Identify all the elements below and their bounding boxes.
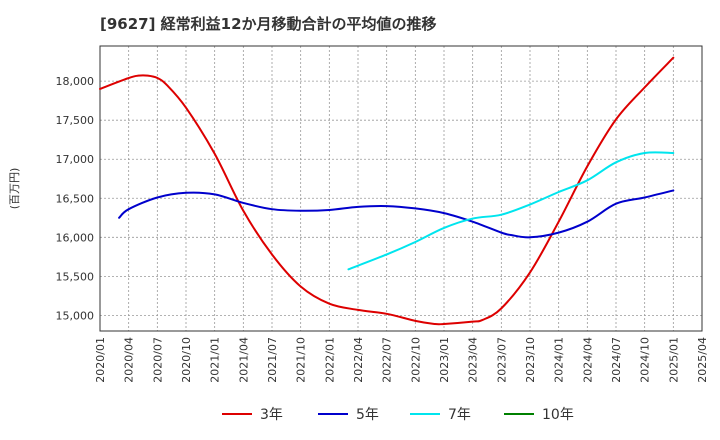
x-tick-label: 2021/04 bbox=[237, 337, 250, 383]
y-tick-label: 18,000 bbox=[56, 75, 95, 88]
y-tick-label: 17,000 bbox=[56, 153, 95, 166]
x-tick-label: 2020/10 bbox=[180, 337, 193, 383]
x-tick-label: 2023/10 bbox=[524, 337, 537, 383]
legend: 3年 5年 7年 10年 bbox=[222, 407, 574, 423]
x-tick-label: 2020/01 bbox=[94, 337, 107, 383]
y-tick-label: 16,500 bbox=[56, 192, 95, 205]
legend-label-3: 7年 bbox=[448, 407, 471, 423]
grid bbox=[100, 46, 702, 331]
x-tick-label: 2023/07 bbox=[495, 337, 508, 383]
series-line-3 bbox=[347, 151, 675, 271]
x-tick-label: 2021/10 bbox=[295, 337, 308, 383]
y-axis-label: (百万円) bbox=[8, 168, 21, 210]
legend-label-1: 3年 bbox=[260, 407, 283, 423]
x-tick-label: 2022/01 bbox=[323, 337, 336, 383]
y-tick-label: 15,000 bbox=[56, 309, 95, 322]
x-tick-label: 2025/01 bbox=[667, 337, 680, 383]
x-tick-label: 2021/07 bbox=[266, 337, 279, 383]
x-tick-label: 2023/04 bbox=[467, 337, 480, 383]
x-tick-label: 2021/01 bbox=[209, 337, 222, 383]
x-tick-label: 2025/04 bbox=[696, 337, 709, 383]
series-lines bbox=[99, 56, 675, 326]
y-tick-label: 15,500 bbox=[56, 270, 95, 283]
series-line-2 bbox=[118, 189, 675, 239]
x-tick-label: 2020/07 bbox=[151, 337, 164, 383]
x-tick-label: 2020/04 bbox=[123, 337, 136, 383]
x-tick-label: 2024/07 bbox=[610, 337, 623, 383]
series-line-1 bbox=[99, 56, 675, 326]
y-tick-label: 16,000 bbox=[56, 231, 95, 244]
x-tick-label: 2024/04 bbox=[581, 337, 594, 383]
x-tick-label: 2022/04 bbox=[352, 337, 365, 383]
legend-label-2: 5年 bbox=[356, 407, 379, 423]
x-tick-label: 2024/01 bbox=[553, 337, 566, 383]
plot-frame bbox=[99, 45, 703, 332]
axes: 15,000 15,500 16,000 16,500 17,000 17,500 18,0… bbox=[8, 45, 709, 383]
x-tick-label: 2023/01 bbox=[438, 337, 451, 383]
chart-title: [9627] 経常利益12か月移動合計の平均値の推移 bbox=[100, 15, 437, 33]
x-tick-label: 2022/07 bbox=[381, 337, 394, 383]
x-tick-label: 2024/10 bbox=[639, 337, 652, 383]
x-tick-label: 2022/10 bbox=[409, 337, 422, 383]
legend-label-4: 10年 bbox=[542, 407, 574, 423]
y-tick-label: 17,500 bbox=[56, 114, 95, 127]
